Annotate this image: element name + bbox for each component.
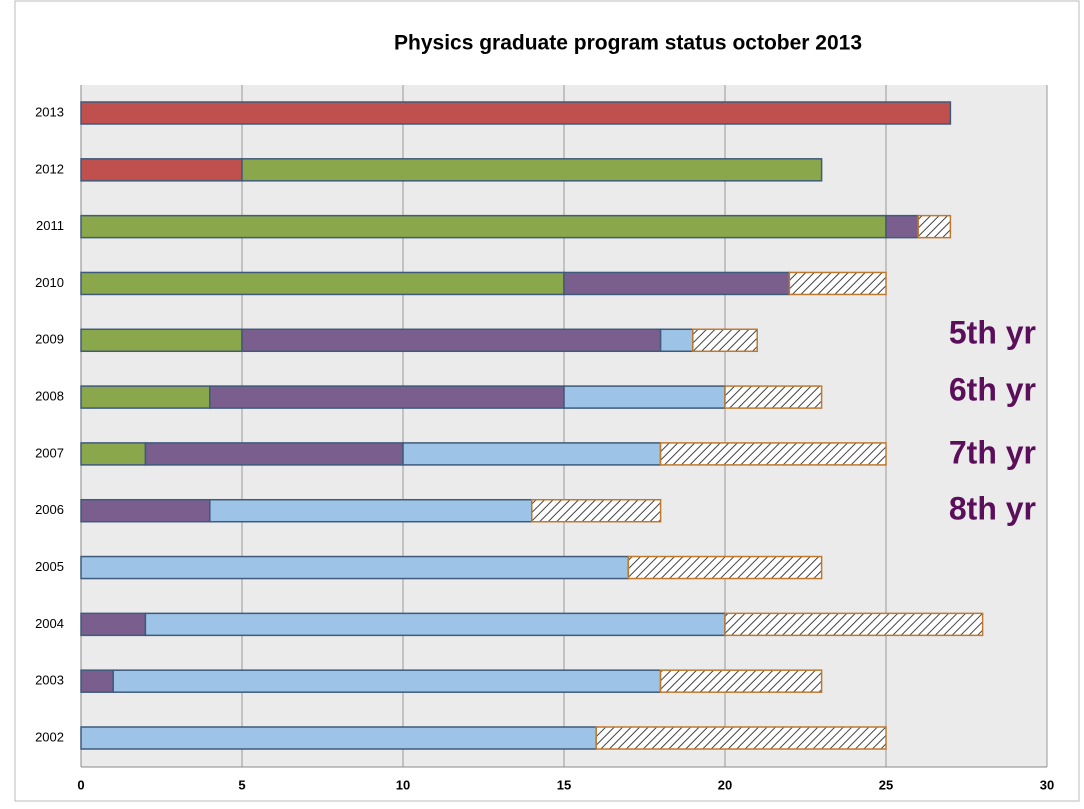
bar-segment (80, 214, 887, 239)
bar-segment (659, 328, 694, 353)
bar-segment (80, 271, 565, 296)
bar-segment (627, 555, 823, 580)
y-tick-label: 2010 (35, 275, 64, 290)
bar-segment (595, 726, 887, 750)
x-tick-label: 10 (396, 777, 410, 792)
y-tick-label: 2009 (35, 332, 64, 347)
bar-segment (80, 669, 114, 693)
x-tick-label: 20 (718, 777, 732, 792)
bar-segment (80, 158, 243, 182)
bar-segment (209, 385, 565, 409)
bar-segment (80, 385, 211, 409)
bar-segment (80, 101, 952, 125)
y-tick-label: 2013 (35, 104, 64, 119)
x-tick-label: 0 (77, 777, 84, 792)
y-tick-label: 2011 (36, 218, 64, 233)
bar-segment (80, 555, 630, 580)
y-tick-label: 2004 (35, 616, 64, 631)
bar-segment (659, 669, 823, 693)
x-tick-label: 15 (557, 777, 571, 792)
bar-segment (531, 498, 662, 523)
y-tick-label: 2002 (35, 729, 64, 744)
bar-segment (144, 612, 726, 637)
y-tick-label: 2006 (35, 502, 64, 517)
y-tick-label: 2007 (35, 445, 64, 460)
annotation: 7th yr (949, 434, 1036, 470)
bar-segment (80, 442, 147, 466)
bar-segment (144, 442, 404, 466)
x-tick-label: 30 (1040, 777, 1054, 792)
bar-segment (402, 442, 662, 466)
y-tick-label: 2008 (35, 389, 64, 404)
y-tick-label: 2012 (35, 161, 64, 176)
bar-segment (885, 214, 919, 239)
bar-segment (724, 385, 823, 409)
bar-segment (788, 271, 887, 296)
annotation: 6th yr (949, 371, 1036, 407)
bar-segment (80, 612, 147, 637)
bar-segment (659, 442, 887, 466)
bar-segment (80, 328, 243, 353)
y-tick-label: 2005 (35, 559, 64, 574)
bar-segment (209, 498, 533, 523)
bar-segment (724, 612, 984, 637)
y-tick-label: 2003 (35, 673, 64, 688)
bar-segment (563, 271, 791, 296)
annotation: 8th yr (949, 490, 1036, 526)
x-tick-label: 25 (879, 777, 893, 792)
bar-segment (692, 328, 758, 353)
bar-segment (80, 726, 597, 750)
annotation: 5th yr (949, 314, 1036, 350)
bar-segment (80, 498, 211, 523)
bar-segment (563, 385, 726, 409)
bar-segment (241, 328, 662, 353)
bar-segment (917, 214, 952, 239)
bar-segment (241, 158, 823, 182)
x-tick-label: 5 (238, 777, 245, 792)
chart-title: Physics graduate program status october … (394, 32, 862, 55)
bar-segment (112, 669, 662, 693)
